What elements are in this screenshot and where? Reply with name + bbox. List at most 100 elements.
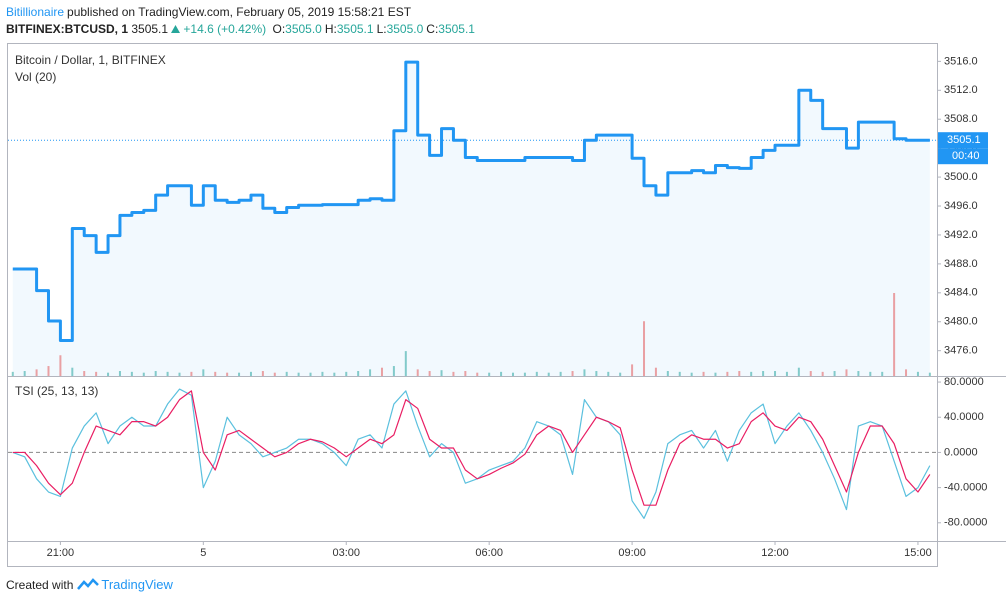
volume-bar bbox=[321, 371, 324, 376]
ohlc-label: L: bbox=[376, 22, 387, 36]
volume-bar bbox=[416, 369, 419, 376]
countdown-box bbox=[938, 148, 988, 165]
tsi-title: TSI (25, 13, 13) bbox=[15, 384, 98, 398]
volume-bar bbox=[166, 371, 169, 376]
volume-bar bbox=[857, 371, 860, 376]
volume-bar bbox=[285, 371, 288, 376]
volume-bar bbox=[11, 371, 14, 376]
y-tick-label: 3480.0 bbox=[944, 316, 978, 328]
y-tick-label: 3496.0 bbox=[944, 200, 978, 212]
volume-bar bbox=[583, 369, 586, 376]
volume-bar bbox=[142, 372, 145, 376]
volume-bar bbox=[607, 371, 610, 376]
author[interactable]: Bitillionaire bbox=[6, 5, 65, 19]
volume-bar bbox=[571, 371, 574, 376]
volume-bar bbox=[726, 371, 729, 376]
volume-bar bbox=[833, 371, 836, 376]
volume-bar bbox=[893, 293, 896, 376]
volume-bar bbox=[678, 371, 681, 376]
up-icon bbox=[171, 25, 181, 33]
last-price-label: 3505.1 bbox=[947, 134, 981, 146]
y-tick-label: 3488.0 bbox=[944, 258, 978, 270]
ohlc: O:3505.0 H:3505.1 L:3505.0 C:3505.1 bbox=[272, 22, 478, 36]
header-line: Bitillionaire published on TradingView.co… bbox=[6, 5, 414, 19]
y-tick-label: 3512.0 bbox=[944, 84, 978, 96]
ohlc-label: C: bbox=[426, 22, 439, 36]
volume-bar bbox=[476, 372, 479, 376]
y-tick-label: 3476.0 bbox=[944, 345, 978, 357]
volume-bar bbox=[500, 371, 503, 376]
volume-bar bbox=[59, 355, 62, 376]
volume-bar bbox=[631, 364, 634, 376]
brand[interactable]: TradingView bbox=[101, 577, 173, 592]
volume-bar bbox=[380, 367, 383, 376]
volume-bar bbox=[547, 372, 550, 376]
volume-bar bbox=[83, 371, 86, 376]
volume-bar bbox=[511, 372, 514, 376]
volume-bar bbox=[785, 371, 788, 376]
volume-bar bbox=[107, 372, 110, 376]
symbol-line: BITFINEX:BTCUSD, 1 3505.1 +14.6 (+0.42%)… bbox=[6, 22, 481, 36]
price-area bbox=[12, 62, 930, 376]
volume-bar bbox=[905, 369, 908, 376]
volume-bar bbox=[595, 371, 598, 376]
volume-bar bbox=[869, 371, 872, 376]
volume-bar bbox=[297, 372, 300, 376]
ohlc-value: 3505.0 bbox=[285, 22, 322, 36]
volume-title: Vol (20) bbox=[15, 70, 56, 84]
volume-bar bbox=[535, 371, 538, 376]
volume-bar bbox=[714, 372, 717, 376]
volume-bar bbox=[214, 371, 217, 376]
x-tick-label: 5 bbox=[200, 547, 206, 559]
volume-bar bbox=[261, 371, 264, 376]
volume-bar bbox=[238, 372, 241, 376]
volume-bar bbox=[23, 371, 26, 376]
volume-bar bbox=[357, 371, 360, 376]
y-tick-label: -40.0000 bbox=[944, 482, 987, 494]
volume-bar bbox=[369, 369, 372, 376]
volume-bar bbox=[178, 372, 181, 376]
volume-bar bbox=[916, 371, 919, 376]
volume-bar bbox=[845, 369, 848, 376]
chart: Bitcoin / Dollar, 1, BITFINEX Vol (20) T… bbox=[7, 43, 1006, 567]
ohlc-label: O: bbox=[272, 22, 286, 36]
volume-bar bbox=[309, 372, 312, 376]
volume-bar bbox=[881, 371, 884, 376]
y-tick-label: 40.0000 bbox=[944, 411, 984, 423]
published: published on TradingView.com, February 0… bbox=[67, 5, 412, 19]
x-tick-label: 21:00 bbox=[47, 547, 75, 559]
y-tick-label: 80.0000 bbox=[944, 376, 984, 388]
volume-bar bbox=[750, 371, 753, 376]
volume-bar bbox=[118, 371, 121, 376]
last: 3505.1 bbox=[131, 22, 169, 36]
ohlc-value: 3505.1 bbox=[438, 22, 475, 36]
tsi-line bbox=[12, 390, 931, 506]
price-line bbox=[12, 60, 930, 343]
countdown: 00:40 bbox=[952, 150, 980, 162]
volume-bar bbox=[654, 367, 657, 376]
volume-bar bbox=[523, 372, 526, 376]
volume-bar bbox=[702, 371, 705, 376]
volume-bar bbox=[428, 371, 431, 376]
x-tick-label: 03:00 bbox=[332, 547, 360, 559]
y-tick-label: 0.0000 bbox=[944, 446, 978, 458]
footer: Created with TradingView bbox=[6, 577, 173, 592]
ohlc-value: 3505.1 bbox=[336, 22, 374, 36]
volume-bar bbox=[738, 371, 741, 376]
volume-bar bbox=[202, 369, 205, 376]
volume-bar bbox=[928, 372, 931, 376]
volume-bar bbox=[226, 372, 229, 376]
volume-bar bbox=[464, 371, 467, 376]
volume-bar bbox=[488, 372, 491, 376]
last-price-box bbox=[938, 132, 988, 149]
volume-bar bbox=[71, 367, 74, 376]
volume-bar bbox=[190, 371, 193, 376]
y-tick-label: 3516.0 bbox=[944, 55, 978, 67]
volume-bar bbox=[273, 372, 276, 376]
created-with: Created with bbox=[6, 577, 74, 592]
volume-bar bbox=[130, 371, 133, 376]
volume-bar bbox=[440, 370, 443, 376]
y-tick-label: -80.0000 bbox=[944, 517, 987, 529]
volume-bar bbox=[559, 371, 562, 376]
